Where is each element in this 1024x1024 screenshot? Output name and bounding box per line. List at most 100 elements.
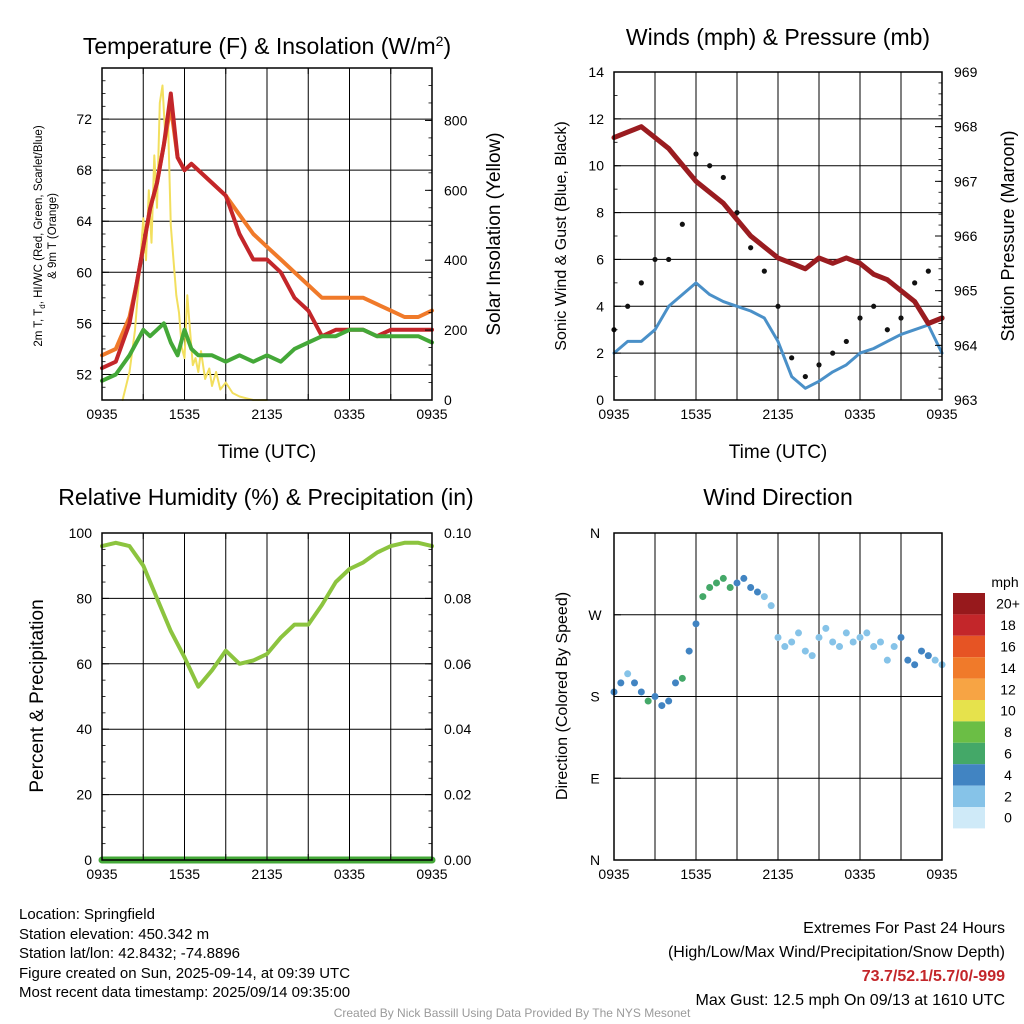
y-tick-label: 2 (596, 345, 604, 361)
direction-point (644, 697, 652, 705)
direction-point (924, 652, 932, 660)
y-tick-label: 10 (588, 158, 604, 174)
direction-point (706, 584, 714, 591)
speed-legend-label: 12 (1000, 681, 1016, 697)
direction-point (815, 633, 823, 641)
direction-point (713, 579, 720, 587)
y-tick-label: 64 (76, 213, 92, 229)
speed-legend-swatch (953, 700, 985, 722)
x-tick-label: 1535 (169, 866, 200, 882)
x-tick-label: 0935 (416, 406, 447, 422)
humidity-ylabel: Percent & Precipitation (27, 599, 48, 792)
direction-point (911, 661, 919, 669)
gust-point (720, 174, 726, 181)
y-tick-label: 20 (76, 787, 92, 803)
y-tick-label: 100 (69, 525, 93, 541)
speed-legend-label: 0 (1004, 810, 1012, 826)
elevation-line: Station elevation: 450.342 m (19, 925, 210, 943)
gust-point (625, 303, 631, 309)
gust-point (775, 303, 781, 309)
direction-tick-label: E (590, 770, 599, 786)
y-tick-label: 72 (76, 111, 92, 127)
speed-legend-label: 20+ (996, 596, 1020, 612)
speed-legend-label: 2 (1004, 788, 1012, 804)
direction-point (890, 643, 898, 651)
timestamp-line: Most recent data timestamp: 2025/09/14 0… (19, 984, 351, 1001)
direction-point (883, 656, 891, 664)
y-tick-label: 0.06 (444, 656, 471, 672)
y-tick-label: 14 (588, 64, 604, 80)
gust-point (707, 163, 713, 169)
speed-legend-swatch (953, 721, 985, 743)
x-tick-label: 0935 (926, 406, 957, 422)
x-tick-label: 2135 (251, 866, 282, 882)
gust-point (843, 338, 849, 345)
direction-tick-label: N (590, 852, 600, 868)
y-tick-label: 0.10 (444, 525, 471, 541)
winds-xlabel: Time (UTC) (729, 442, 828, 463)
gust-point (693, 151, 699, 157)
x-tick-label: 1535 (169, 406, 200, 422)
speed-legend-label: 4 (1004, 767, 1012, 783)
x-tick-label: 1535 (680, 406, 711, 422)
gust-point (816, 362, 822, 368)
x-tick-label: 0935 (598, 866, 629, 882)
speed-legend-swatch (953, 593, 985, 615)
speed-legend: mph 20+ 18 16 14 12 10 8 6 4 2 0 (953, 574, 1020, 829)
location-line: Location: Springfield (19, 906, 155, 923)
y-tick-label: 200 (444, 322, 468, 338)
direction-point (637, 688, 645, 696)
direction-point (781, 643, 789, 651)
x-tick-label: 0335 (844, 406, 875, 422)
direction-point (897, 633, 905, 641)
y-tick-label: 969 (954, 64, 978, 80)
speed-legend-swatch (953, 657, 985, 679)
gust-point (871, 303, 877, 309)
x-tick-label: 0935 (416, 866, 447, 882)
y-tick-label: 0 (596, 392, 604, 408)
direction-point (795, 629, 802, 637)
speed-legend-swatch (953, 614, 985, 636)
extremes-info: Extremes For Past 24 Hours (High/Low/Max… (668, 917, 1005, 1013)
winds-title: Winds (mph) & Pressure (mb) (626, 24, 930, 50)
direction-point (651, 693, 659, 700)
y-tick-label: 60 (76, 264, 92, 280)
speed-legend-label: 18 (1000, 617, 1016, 633)
station-info: Location: Springfield Station elevation:… (19, 905, 350, 1003)
speed-legend-swatch (953, 678, 985, 700)
direction-point (870, 643, 878, 651)
pressure-line (611, 124, 945, 326)
direction-point (678, 674, 686, 682)
speed-legend-swatch (953, 785, 985, 807)
direction-point (767, 602, 775, 610)
x-tick-label: 2135 (762, 866, 793, 882)
y-tick-label: 965 (954, 283, 978, 299)
x-tick-label: 0335 (334, 406, 365, 422)
y-tick-label: 40 (76, 721, 92, 737)
gust-point (925, 268, 931, 274)
direction-title: Wind Direction (703, 484, 853, 510)
direction-point (918, 647, 925, 655)
direction-tick-label: N (590, 525, 600, 541)
insolation-ylabel: Solar Insolation (Yellow) (484, 132, 505, 335)
gust-point (666, 256, 672, 263)
direction-point (856, 633, 864, 641)
direction-point (842, 629, 850, 637)
direction-point (863, 629, 871, 637)
speed-legend-label: 6 (1004, 746, 1012, 762)
x-tick-label: 0935 (86, 866, 117, 882)
y-tick-label: 68 (76, 162, 92, 178)
extremes-values: 73.7/52.1/5.7/0/-999 (861, 968, 1005, 985)
y-tick-label: 963 (954, 392, 978, 408)
gust-point (734, 209, 740, 216)
direction-point (692, 620, 700, 628)
y-tick-label: 4 (596, 298, 604, 314)
x-tick-label: 0335 (844, 866, 875, 882)
direction-point (808, 652, 816, 660)
y-tick-label: 8 (596, 205, 604, 221)
gust-point (857, 315, 863, 321)
direction-point (699, 593, 707, 601)
direction-tick-label: S (590, 689, 599, 705)
gust-point (884, 327, 890, 333)
